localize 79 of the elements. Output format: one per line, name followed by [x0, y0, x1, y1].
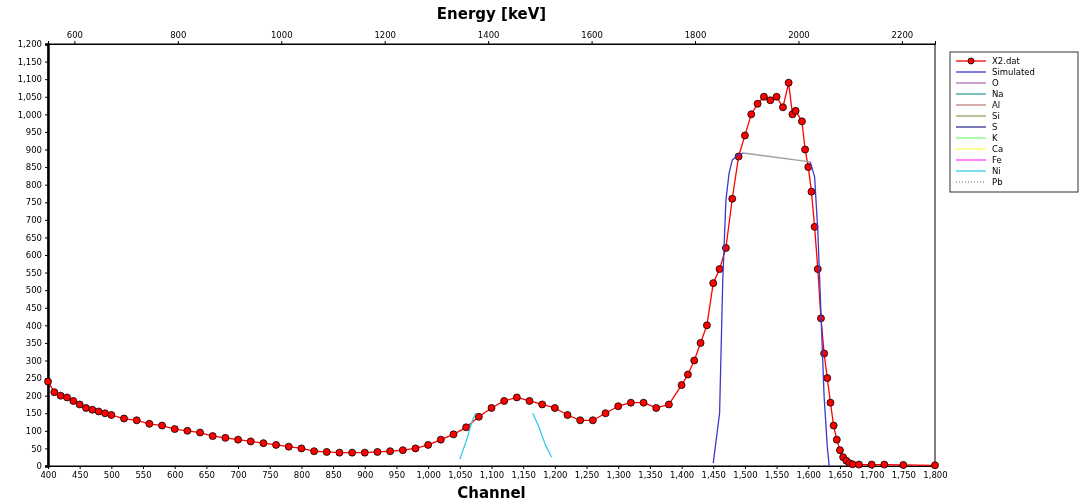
x-tick-label: 650 — [198, 470, 216, 481]
y-tick-label: 850 — [25, 162, 42, 173]
x-tick-label: 1,650 — [828, 470, 853, 481]
y-tick-label: 800 — [25, 179, 42, 190]
x-tick-label: 1,800 — [923, 470, 948, 481]
y-tick-label: 500 — [25, 285, 42, 296]
y-tick-label: 250 — [25, 373, 42, 384]
legend-label: S — [992, 122, 998, 132]
line-series — [712, 152, 744, 464]
legend-label: Al — [992, 100, 1001, 110]
y-tick-label: 1,100 — [17, 74, 42, 85]
x-tick-label: 900 — [357, 470, 374, 481]
x-tick-label: 1,300 — [606, 470, 631, 481]
y-tick-label: 350 — [25, 338, 42, 349]
x-tick-label: 850 — [325, 470, 342, 481]
legend-label: Ni — [992, 166, 1001, 176]
x-tick-label: 1,550 — [764, 470, 790, 481]
x2-tick-label: 1800 — [684, 30, 707, 40]
y-tick-label: 400 — [25, 320, 42, 331]
y-tick-label: 550 — [25, 267, 42, 278]
y-tick-label: 650 — [25, 232, 42, 243]
y-tick-label: 100 — [25, 426, 42, 437]
legend-label: X2.dat — [992, 56, 1021, 66]
x2-tick-label: 1200 — [374, 30, 397, 40]
x2-tick-label: 600 — [66, 30, 83, 40]
line-series — [532, 412, 553, 458]
x-tick-label: 950 — [388, 470, 406, 481]
y-tick-label: 900 — [25, 144, 42, 155]
y-tick-label: 150 — [25, 408, 42, 419]
x-tick-label: 600 — [167, 470, 184, 481]
x-tick-label: 1,400 — [669, 470, 695, 481]
x-tick-label: 1,150 — [511, 470, 536, 481]
legend-label: Si — [992, 111, 1000, 121]
x2-axis-title: Energy [keV] — [436, 5, 547, 23]
x-tick-label: 450 — [72, 470, 89, 481]
x-axis-title: Channel — [457, 484, 526, 502]
y-tick-label: 450 — [25, 302, 42, 313]
y-tick-label: 1,200 — [17, 39, 42, 50]
x-tick-label: 1,500 — [733, 470, 758, 481]
x-tick-label: 550 — [135, 470, 152, 481]
legend-label: Na — [992, 89, 1004, 99]
x2-tick-label: 2200 — [891, 30, 914, 40]
y-tick-label: 1,000 — [17, 109, 42, 120]
y-tick-label: 750 — [25, 197, 42, 208]
legend-label: K — [992, 133, 998, 143]
x-tick-label: 750 — [262, 470, 279, 481]
y-tick-label: 1,050 — [17, 91, 42, 102]
x-tick-label: 1,200 — [543, 470, 568, 481]
y-tick-label: 600 — [25, 250, 42, 261]
x-tick-label: 1,050 — [448, 470, 473, 481]
x-tick-label: 400 — [40, 470, 57, 481]
legend-label: Ca — [992, 144, 1004, 154]
legend-label: Simulated — [992, 67, 1035, 77]
x-tick-label: 1,450 — [701, 470, 726, 481]
y-tick-label: 300 — [25, 355, 42, 366]
x-tick-label: 1,100 — [479, 470, 505, 481]
legend-label: Pb — [992, 177, 1003, 187]
x2-tick-label: 1600 — [581, 30, 603, 40]
x-tick-label: 1,250 — [574, 470, 600, 481]
y-tick-label: 700 — [25, 215, 42, 226]
x-tick-label: 1,600 — [796, 470, 821, 481]
x-tick-label: 1,000 — [416, 470, 441, 481]
x2-tick-label: 800 — [170, 30, 187, 40]
x-tick-label: 1,750 — [891, 470, 916, 481]
x2-tick-label: 2000 — [788, 30, 810, 40]
x-tick-label: 500 — [103, 470, 120, 481]
x-tick-label: 1,700 — [859, 470, 885, 481]
legend-label: Fe — [992, 155, 1002, 165]
x-tick-label: 1,350 — [638, 470, 663, 481]
x-tick-label: 700 — [230, 470, 247, 481]
y-tick-label: 200 — [25, 390, 42, 401]
x2-tick-label: 1400 — [477, 30, 500, 40]
y-tick-label: 50 — [31, 443, 42, 454]
legend-label: O — [992, 78, 999, 88]
y-tick-label: 0 — [36, 461, 42, 472]
y-tick-label: 950 — [25, 127, 42, 138]
x-tick-label: 800 — [293, 470, 311, 481]
y-tick-label: 1,150 — [17, 56, 42, 67]
x2-tick-label: 1000 — [270, 30, 293, 40]
